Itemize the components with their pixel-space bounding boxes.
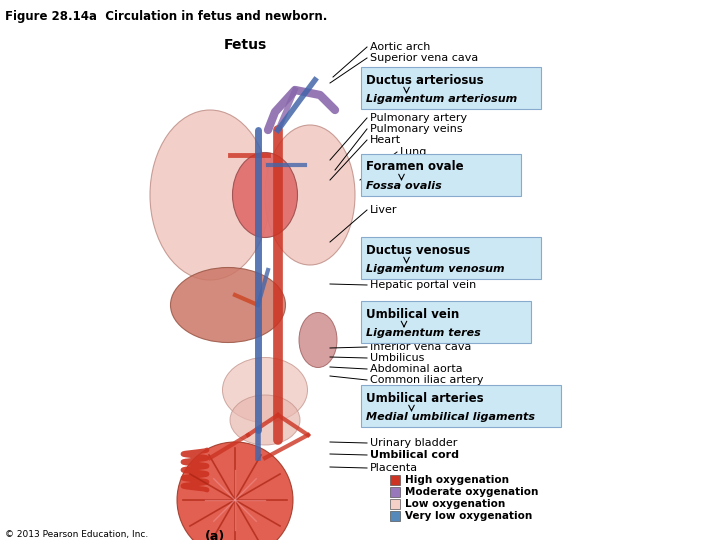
Text: Pulmonary artery: Pulmonary artery — [370, 113, 467, 123]
Text: Superior vena cava: Superior vena cava — [370, 53, 478, 63]
Ellipse shape — [150, 110, 270, 280]
Text: Common iliac artery: Common iliac artery — [370, 375, 484, 385]
Text: Umbilicus: Umbilicus — [370, 353, 424, 363]
Text: Ligamentum arteriosum: Ligamentum arteriosum — [366, 94, 517, 104]
FancyBboxPatch shape — [361, 154, 521, 196]
Text: Fetus: Fetus — [223, 38, 266, 52]
Ellipse shape — [222, 357, 307, 422]
Text: Fossa ovalis: Fossa ovalis — [366, 181, 442, 191]
Text: High oxygenation: High oxygenation — [405, 475, 509, 485]
Text: Umbilical vein: Umbilical vein — [366, 307, 459, 321]
Bar — [390, 475, 400, 485]
Text: Inferior vena cava: Inferior vena cava — [370, 342, 472, 352]
FancyBboxPatch shape — [361, 301, 531, 343]
Text: © 2013 Pearson Education, Inc.: © 2013 Pearson Education, Inc. — [5, 530, 148, 539]
Text: Low oxygenation: Low oxygenation — [405, 499, 505, 509]
Text: Moderate oxygenation: Moderate oxygenation — [405, 487, 539, 497]
Ellipse shape — [230, 395, 300, 445]
Circle shape — [177, 442, 293, 540]
Ellipse shape — [265, 125, 355, 265]
Text: Pulmonary veins: Pulmonary veins — [370, 124, 463, 134]
FancyBboxPatch shape — [361, 67, 541, 109]
Bar — [390, 511, 400, 521]
Bar — [390, 499, 400, 509]
Text: Medial umbilical ligaments: Medial umbilical ligaments — [366, 412, 535, 422]
Text: Very low oxygenation: Very low oxygenation — [405, 511, 532, 521]
Text: Placenta: Placenta — [370, 463, 418, 473]
Text: Ductus venosus: Ductus venosus — [366, 244, 470, 256]
Text: Hepatic portal vein: Hepatic portal vein — [370, 280, 476, 290]
Text: Lung: Lung — [400, 147, 428, 157]
Text: Ligamentum teres: Ligamentum teres — [366, 328, 481, 338]
Bar — [390, 487, 400, 497]
Ellipse shape — [171, 267, 286, 342]
Text: Umbilical cord: Umbilical cord — [370, 450, 459, 460]
FancyBboxPatch shape — [361, 237, 541, 279]
Text: Liver: Liver — [370, 205, 397, 215]
FancyBboxPatch shape — [361, 385, 561, 427]
Text: Figure 28.14a  Circulation in fetus and newborn.: Figure 28.14a Circulation in fetus and n… — [5, 10, 328, 23]
Text: Umbilical arteries: Umbilical arteries — [366, 392, 484, 404]
Text: Urinary bladder: Urinary bladder — [370, 438, 457, 448]
Text: Abdominal aorta: Abdominal aorta — [370, 364, 463, 374]
Ellipse shape — [299, 313, 337, 368]
Ellipse shape — [233, 152, 297, 238]
Text: Aortic arch: Aortic arch — [370, 42, 431, 52]
Text: Ductus arteriosus: Ductus arteriosus — [366, 73, 484, 86]
Text: Heart: Heart — [370, 135, 401, 145]
Text: Foramen ovale: Foramen ovale — [366, 160, 464, 173]
Text: (a): (a) — [205, 530, 225, 540]
Text: Ligamentum venosum: Ligamentum venosum — [366, 264, 505, 274]
